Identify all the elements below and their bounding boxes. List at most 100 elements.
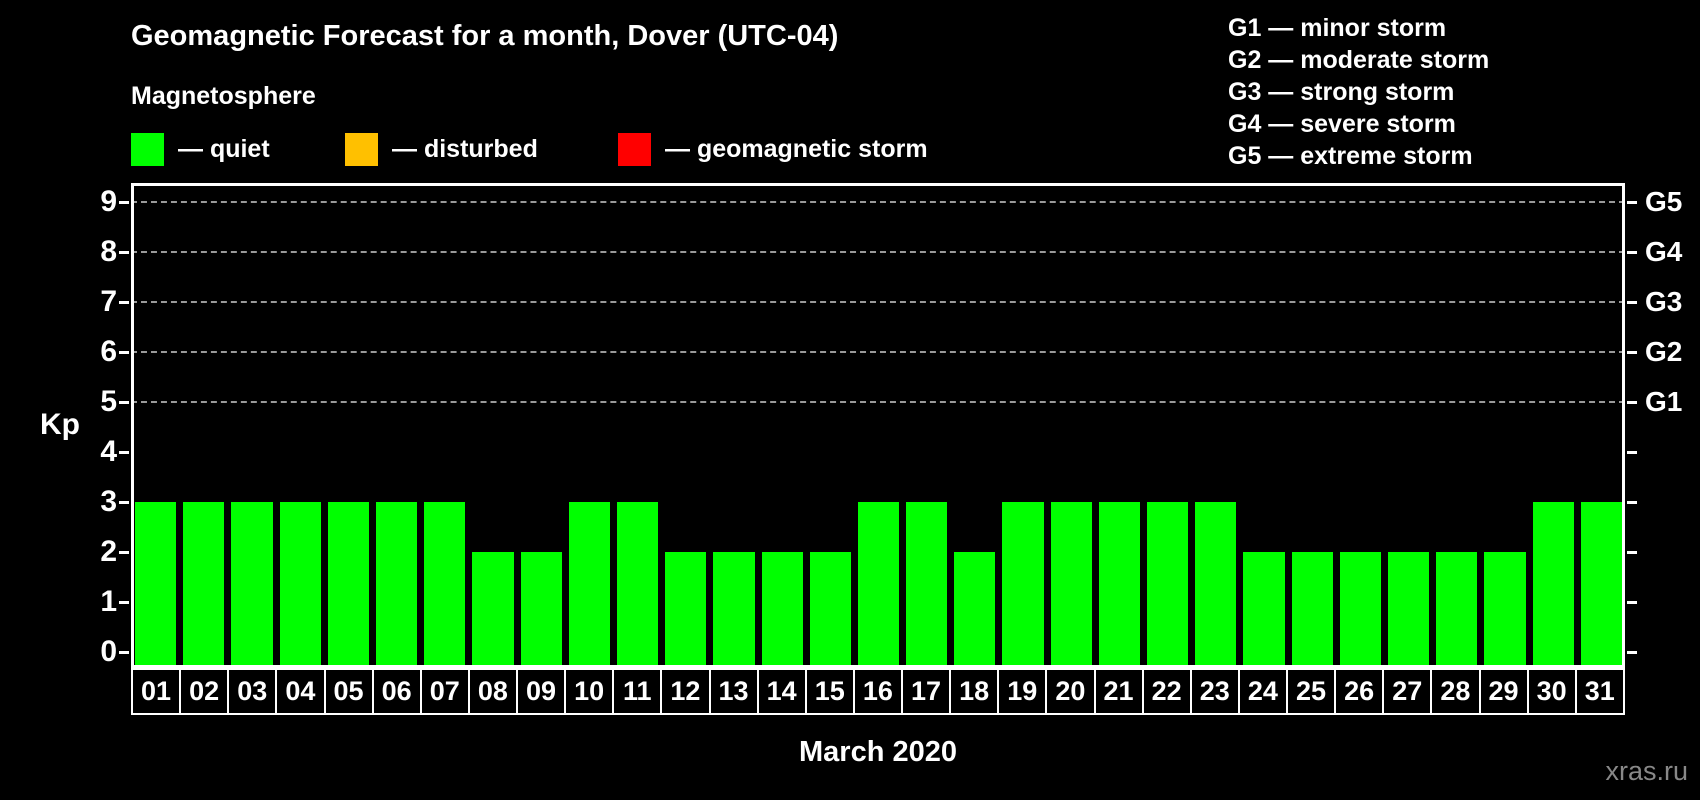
kp-tick-label-4: 4 (100, 435, 117, 468)
kp-tick-label-8: 8 (100, 235, 117, 268)
day-label-21: 21 (1093, 668, 1144, 715)
watermark: xras.ru (1605, 756, 1688, 786)
plot-area: G1 G2 G3 G4 G5 0 1 2 3 4 5 6 7 8 9 (100, 183, 1682, 668)
kp-tick-label-7: 7 (100, 285, 117, 318)
gridline-kp6 (131, 351, 1625, 353)
day-label-09: 09 (516, 668, 567, 715)
day-label-05: 05 (323, 668, 374, 715)
legend-item-quiet: — quiet (131, 133, 270, 166)
kp-tick-right-9 (1627, 201, 1637, 204)
kp-tick-left-7 (119, 301, 129, 304)
g-scale-legend: G1 — minor storm G2 — moderate storm G3 — … (1228, 12, 1489, 172)
day-label-01: 01 (131, 668, 182, 715)
g-scale-line-g3: G3 — strong storm (1228, 78, 1455, 106)
kp-tick-right-4 (1627, 451, 1637, 454)
g-scale-line-g4: G4 — severe storm (1228, 110, 1456, 138)
gridline-kp5 (131, 401, 1625, 403)
kp-bar-day-08 (472, 552, 514, 668)
day-label-14: 14 (756, 668, 807, 715)
kp-bar-day-18 (954, 552, 996, 668)
day-label-11: 11 (612, 668, 663, 715)
day-label-19: 19 (997, 668, 1048, 715)
kp-bar-day-30 (1532, 502, 1574, 668)
kp-bar-day-29 (1484, 552, 1526, 668)
kp-bar-day-25 (1291, 552, 1333, 668)
day-label-06: 06 (371, 668, 422, 715)
kp-bar-day-15 (809, 552, 851, 668)
legend-swatch-icon (131, 133, 164, 166)
kp-bar-day-06 (375, 502, 418, 668)
kp-bar-day-21 (1098, 502, 1141, 668)
kp-bar-day-23 (1195, 502, 1237, 668)
kp-bar-day-27 (1388, 552, 1430, 668)
day-label-03: 03 (227, 668, 278, 715)
kp-bar-day-03 (231, 502, 273, 668)
kp-bar-day-11 (616, 502, 659, 668)
gridline-kp9 (131, 201, 1625, 203)
kp-tick-left-1 (119, 601, 129, 604)
kp-tick-right-5 (1627, 401, 1637, 404)
kp-bar-day-19 (1002, 502, 1044, 668)
chart-subtitle: Magnetosphere (131, 82, 316, 110)
kp-tick-right-0 (1627, 651, 1637, 654)
day-label-07: 07 (419, 668, 470, 715)
legend-label: — quiet (178, 135, 270, 163)
y-axis-label: Kp (40, 408, 80, 441)
kp-tick-right-6 (1627, 351, 1637, 354)
day-label-27: 27 (1382, 668, 1433, 715)
kp-tick-label-9: 9 (100, 185, 117, 218)
right-axis-label-g4: G4 (1645, 236, 1683, 267)
kp-bar-day-05 (327, 502, 369, 668)
kp-tick-left-0 (119, 651, 129, 654)
day-label-15: 15 (804, 668, 855, 715)
day-label-31: 31 (1574, 668, 1625, 715)
day-label-02: 02 (179, 668, 230, 715)
day-label-17: 17 (901, 668, 952, 715)
kp-bar-day-28 (1436, 552, 1478, 668)
day-label-24: 24 (1237, 668, 1288, 715)
day-label-18: 18 (949, 668, 1000, 715)
kp-bar-day-13 (713, 552, 755, 668)
kp-bar-day-04 (279, 502, 321, 668)
day-label-10: 10 (564, 668, 615, 715)
day-label-12: 12 (660, 668, 711, 715)
day-label-28: 28 (1430, 668, 1481, 715)
kp-tick-left-4 (119, 451, 129, 454)
legend-swatch-icon (618, 133, 651, 166)
kp-tick-right-8 (1627, 251, 1637, 254)
legend-swatch-icon (345, 133, 378, 166)
kp-bar-day-14 (761, 552, 803, 668)
kp-bar-day-09 (520, 552, 562, 668)
kp-tick-label-6: 6 (100, 335, 117, 368)
g-scale-line-g5: G5 — extreme storm (1228, 142, 1473, 170)
kp-tick-right-1 (1627, 601, 1637, 604)
day-label-20: 20 (1045, 668, 1096, 715)
day-label-29: 29 (1478, 668, 1529, 715)
gridline-kp7 (131, 301, 1625, 303)
kp-bar-day-24 (1243, 552, 1285, 668)
kp-tick-left-5 (119, 401, 129, 404)
legend-label: — disturbed (392, 135, 538, 163)
gridline-kp8 (131, 251, 1625, 253)
g-scale-line-g1: G1 — minor storm (1228, 14, 1447, 42)
kp-tick-label-0: 0 (100, 635, 117, 668)
kp-tick-left-2 (119, 551, 129, 554)
day-label-08: 08 (467, 668, 518, 715)
day-label-04: 04 (275, 668, 326, 715)
legend-label: — geomagnetic storm (665, 135, 928, 163)
kp-tick-right-3 (1627, 501, 1637, 504)
kp-bar-day-17 (906, 502, 948, 668)
day-label-22: 22 (1141, 668, 1192, 715)
kp-tick-left-8 (119, 251, 129, 254)
kp-bar-day-07 (424, 502, 466, 668)
day-label-row: 01 02 03 04 05 06 07 08 09 10 11 12 13 14 15 16 17 18 19 20… (131, 668, 1625, 715)
day-label-26: 26 (1334, 668, 1385, 715)
kp-bar-day-12 (665, 552, 707, 668)
kp-bar-day-10 (568, 502, 610, 668)
day-label-25: 25 (1286, 668, 1337, 715)
right-axis-label-g1: G1 (1645, 386, 1683, 417)
kp-bar-day-02 (183, 502, 225, 668)
kp-tick-label-5: 5 (100, 385, 117, 418)
legend-item-geomagnetic-storm: — geomagnetic storm (618, 133, 928, 166)
kp-bar-day-20 (1050, 502, 1092, 668)
